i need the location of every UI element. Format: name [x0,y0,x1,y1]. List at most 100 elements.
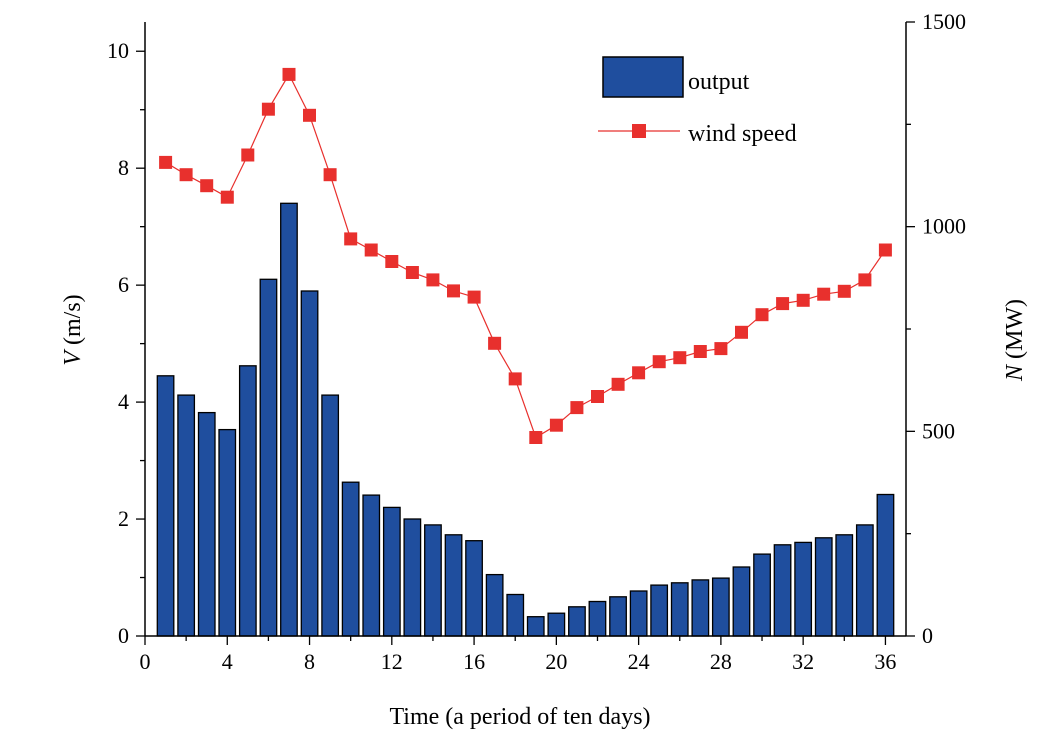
x-tick-label-16: 16 [463,649,485,674]
output-bar-31 [773,544,792,637]
output-bar-26 [670,582,689,637]
output-bar-12 [382,506,401,637]
wind-speed-marker-14 [426,273,440,287]
wind-speed-marker-23 [611,377,625,391]
right-tick-label-500: 500 [922,418,955,443]
right-tick-label-1500: 1500 [922,9,966,34]
x-tick-label-24: 24 [628,649,650,674]
legend-wind-speed-marker [632,124,646,138]
wind-speed-marker-19 [529,431,543,444]
output-bar-10 [341,481,360,637]
output-bars [156,202,895,637]
wind-speed-marker-26 [673,351,687,365]
legend-output-label: output [688,69,750,95]
output-bar-22 [588,600,607,637]
wind-speed-marker-25 [652,355,666,369]
x-tick-label-8: 8 [304,649,315,674]
output-bar-6 [259,278,278,637]
output-bar-1 [156,375,175,637]
wind-speed-line [159,67,892,444]
wind-speed-marker-33 [817,287,831,301]
wind-speed-marker-13 [405,266,419,279]
left-tick-label-10: 10 [107,38,129,63]
wind-speed-marker-17 [488,336,502,350]
legend-output-swatch [602,56,684,98]
output-bar-18 [506,593,525,637]
wind-speed-marker-24 [632,366,646,380]
x-tick-label-28: 28 [710,649,732,674]
right-tick-label-1000: 1000 [922,214,966,239]
left-tick-label-6: 6 [118,272,129,297]
x-tick-label-32: 32 [792,649,814,674]
wind-speed-marker-28 [714,342,728,356]
wind-speed-marker-6 [261,102,275,116]
output-bar-16 [465,540,483,637]
wind-speed-marker-11 [364,243,378,257]
output-bar-33 [814,537,833,637]
output-bar-17 [485,573,504,637]
wind-speed-marker-32 [796,293,810,307]
output-bar-9 [321,394,340,637]
wind-speed-marker-18 [508,372,522,386]
output-bar-7 [280,202,298,637]
wind-speed-marker-21 [570,401,584,415]
left-tick-label-4: 4 [118,389,129,414]
output-bar-3 [197,411,216,637]
x-tick-label-20: 20 [545,649,567,674]
wind-speed-marker-29 [735,325,748,339]
output-bar-30 [753,553,771,637]
output-bar-36 [876,493,895,637]
output-bar-29 [732,566,751,637]
left-axis-title: V (m/s) [60,294,86,365]
wind-speed-marker-35 [858,273,872,287]
wind-speed-marker-5 [241,148,255,162]
wind-speed-marker-7 [282,67,296,81]
output-bar-14 [424,524,442,637]
left-tick-label-2: 2 [118,506,129,531]
x-tick-label-12: 12 [381,649,403,674]
wind-speed-marker-30 [755,308,769,322]
x-axis-title: Time (a period of ten days) [389,704,650,730]
wind-speed-marker-4 [220,190,234,204]
output-bar-34 [835,534,854,637]
output-bar-13 [403,518,422,637]
output-bar-25 [650,584,669,637]
wind-speed-marker-10 [344,232,358,246]
output-bar-23 [609,596,627,637]
wind-speed-marker-15 [447,284,460,298]
left-tick-label-8: 8 [118,155,129,180]
right-tick-label-0: 0 [922,623,933,648]
output-bar-35 [855,524,874,637]
legend: output wind speed [598,56,797,147]
wind-speed-marker-27 [693,345,707,358]
wind-speed-marker-31 [776,297,790,311]
output-bar-24 [629,590,648,637]
wind-speed-marker-12 [385,255,399,268]
wind-speed-marker-8 [303,108,316,122]
wind-speed-marker-22 [591,390,604,403]
output-bar-28 [711,577,730,637]
legend-wind-speed-label: wind speed [688,121,797,147]
wind-speed-marker-20 [549,418,563,432]
output-bar-11 [362,494,381,637]
wind-speed-marker-34 [837,284,851,298]
x-tick-label-0: 0 [140,649,151,674]
wind-speed-marker-16 [467,290,481,304]
output-bar-5 [238,365,257,637]
output-bar-27 [691,579,710,637]
output-bar-4 [218,428,237,637]
wind-speed-marker-9 [323,168,337,182]
output-bar-32 [794,541,813,637]
wind-speed-marker-1 [159,155,173,169]
wind-speed-marker-36 [878,243,892,257]
x-tick-label-36: 36 [874,649,896,674]
right-axis-title: N (MW) [1002,299,1028,382]
left-tick-label-0: 0 [118,623,129,648]
output-bar-2 [177,394,196,637]
wind-speed-marker-2 [179,168,193,182]
wind-speed-marker-3 [200,179,214,193]
output-bar-19 [526,616,545,637]
x-tick-label-4: 4 [222,649,233,674]
